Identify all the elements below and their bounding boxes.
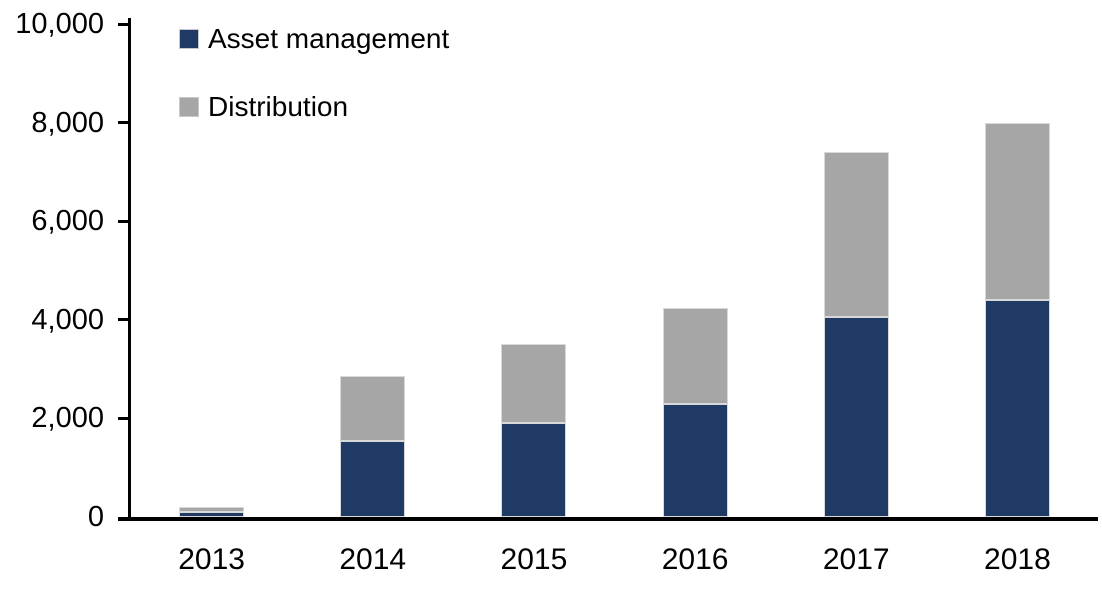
bar-segment-asset-management-2015 xyxy=(501,423,567,517)
x-tick-label-2015: 2015 xyxy=(500,543,568,576)
x-axis-tick-labels: 2013 2014 2015 2016 2017 2018 xyxy=(131,542,1098,582)
x-tick-label-2017: 2017 xyxy=(822,543,890,576)
legend-label-distribution: Distribution xyxy=(208,91,349,122)
bar-2015 xyxy=(501,24,567,517)
bar-2013 xyxy=(179,24,245,517)
x-tick-label-2018: 2018 xyxy=(984,543,1051,576)
bar-slot-2018 xyxy=(937,24,1098,517)
bar-segment-asset-management-2013 xyxy=(179,512,245,517)
bar-2017 xyxy=(823,24,889,517)
legend-label-asset-management: Asset management xyxy=(208,23,450,54)
bar-segment-distribution-2018 xyxy=(984,122,1050,301)
bar-segment-asset-management-2016 xyxy=(662,403,728,517)
bar-segment-asset-management-2018 xyxy=(984,300,1050,517)
x-tick-label-2014: 2014 xyxy=(339,543,407,576)
bar-segment-asset-management-2014 xyxy=(340,440,406,517)
legend: Asset management Distribution xyxy=(179,19,449,127)
y-tick-label: 6,000 xyxy=(31,205,104,238)
bar-segment-distribution-2015 xyxy=(501,344,567,424)
legend-swatch-distribution xyxy=(179,97,199,117)
plot-area xyxy=(131,24,1098,517)
y-tick-label: 0 xyxy=(87,501,104,533)
bar-2018 xyxy=(984,24,1050,517)
legend-swatch-asset-management xyxy=(179,29,199,49)
y-tick-label: 2,000 xyxy=(31,402,104,435)
bar-2014 xyxy=(340,24,406,517)
x-axis-line xyxy=(118,517,1098,521)
y-tick-label: 4,000 xyxy=(31,303,104,336)
y-tick-label: 8,000 xyxy=(31,106,104,139)
bar-slot-2015 xyxy=(453,24,614,517)
y-axis-line xyxy=(128,18,131,521)
bar-slot-2013 xyxy=(131,24,292,517)
bar-segment-distribution-2016 xyxy=(662,307,728,404)
bar-segment-distribution-2017 xyxy=(823,152,889,318)
y-tick-mark xyxy=(118,219,131,223)
y-tick-label: 10,000 xyxy=(15,8,104,40)
bar-2016 xyxy=(662,24,728,517)
y-tick-mark xyxy=(118,22,131,26)
bar-segment-asset-management-2017 xyxy=(823,317,889,517)
y-tick-mark xyxy=(118,416,131,420)
legend-item-distribution: Distribution xyxy=(179,87,449,127)
bar-slot-2014 xyxy=(292,24,453,517)
bar-segment-distribution-2013 xyxy=(179,507,245,513)
y-tick-mark xyxy=(118,121,131,125)
legend-item-asset-management: Asset management xyxy=(179,19,449,59)
y-tick-mark xyxy=(118,318,131,322)
x-tick-label-2016: 2016 xyxy=(661,543,729,576)
bar-slot-2017 xyxy=(776,24,937,517)
bar-slot-2016 xyxy=(615,24,776,517)
bar-segment-distribution-2014 xyxy=(340,375,406,441)
x-tick-label-2013: 2013 xyxy=(178,543,245,576)
